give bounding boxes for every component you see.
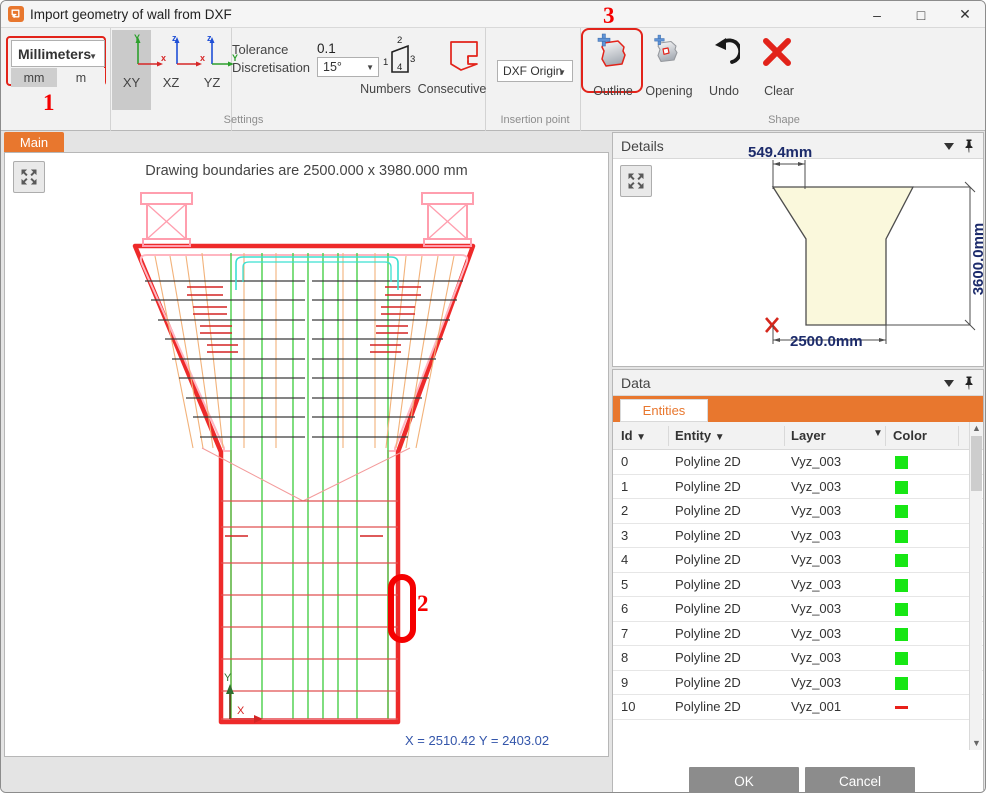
svg-text:549.4mm: 549.4mm [748,147,812,161]
svg-text:3600.0mm: 3600.0mm [970,223,986,296]
svg-text:1: 1 [383,57,388,68]
svg-text:Y: Y [224,672,232,684]
svg-text:2: 2 [397,35,402,46]
svg-text:Y: Y [134,33,140,43]
svg-text:4: 4 [397,62,402,73]
svg-text:3: 3 [410,54,415,65]
svg-text:z: z [207,33,212,43]
svg-text:2500.0mm: 2500.0mm [790,333,863,347]
svg-text:X: X [237,705,245,717]
svg-text:z: z [172,33,177,43]
svg-text:X = 2510.42 Y = 2403.02: X = 2510.42 Y = 2403.02 [405,733,549,748]
